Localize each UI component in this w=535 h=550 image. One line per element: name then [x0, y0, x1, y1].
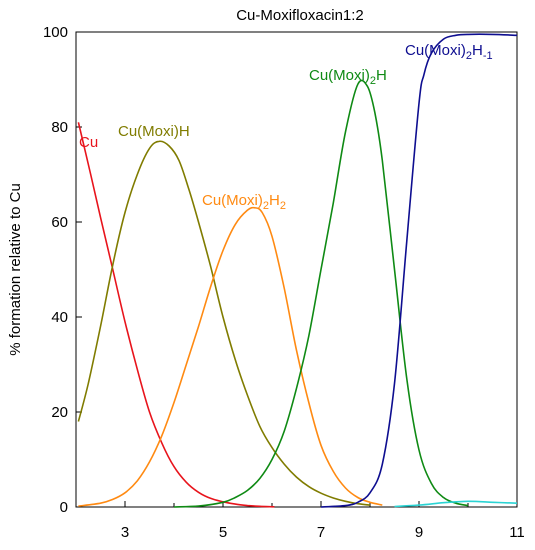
x-tick-label: 7 [317, 524, 325, 541]
y-tick-label: 60 [51, 214, 68, 231]
series-line-1 [77, 140, 371, 506]
series-label-2: Cu(Moxi)2H2 [202, 192, 286, 212]
series-line-4 [320, 33, 518, 508]
axes [75, 31, 518, 508]
y-tick-label: 40 [51, 309, 68, 326]
series-line-2 [78, 206, 383, 507]
y-tick-label: 100 [43, 24, 68, 41]
series-lines [77, 33, 518, 508]
series-labels: Cu Cu(Moxi)H Cu(Moxi)2H2 Cu(Moxi)2H Cu(Moxi)… [79, 42, 493, 212]
y-tick-label: 80 [51, 119, 68, 136]
x-tick-label: 5 [219, 524, 227, 541]
series-label-4: Cu(Moxi)2H-1 [405, 42, 493, 62]
chart-title: Cu-Moxifloxacin1:2 [236, 7, 364, 24]
x-tick-label: 11 [509, 524, 525, 541]
series-line-3 [173, 79, 469, 508]
ticks: 0 20 40 60 80 100 3 5 7 9 11 [43, 24, 525, 541]
plot-frame [75, 31, 518, 508]
y-tick-label: 0 [60, 499, 68, 516]
series-label-1: Cu(Moxi)H [118, 123, 190, 140]
series-line-0 [77, 122, 275, 508]
y-tick-label: 20 [51, 404, 68, 421]
series-line-5 [394, 500, 518, 508]
y-axis-label: % formation relative to Cu [7, 183, 24, 356]
x-tick-label: 3 [121, 524, 129, 541]
x-tick-label: 9 [415, 524, 423, 541]
series-label-3: Cu(Moxi)2H [309, 67, 387, 87]
series-label-0: Cu [79, 134, 98, 151]
